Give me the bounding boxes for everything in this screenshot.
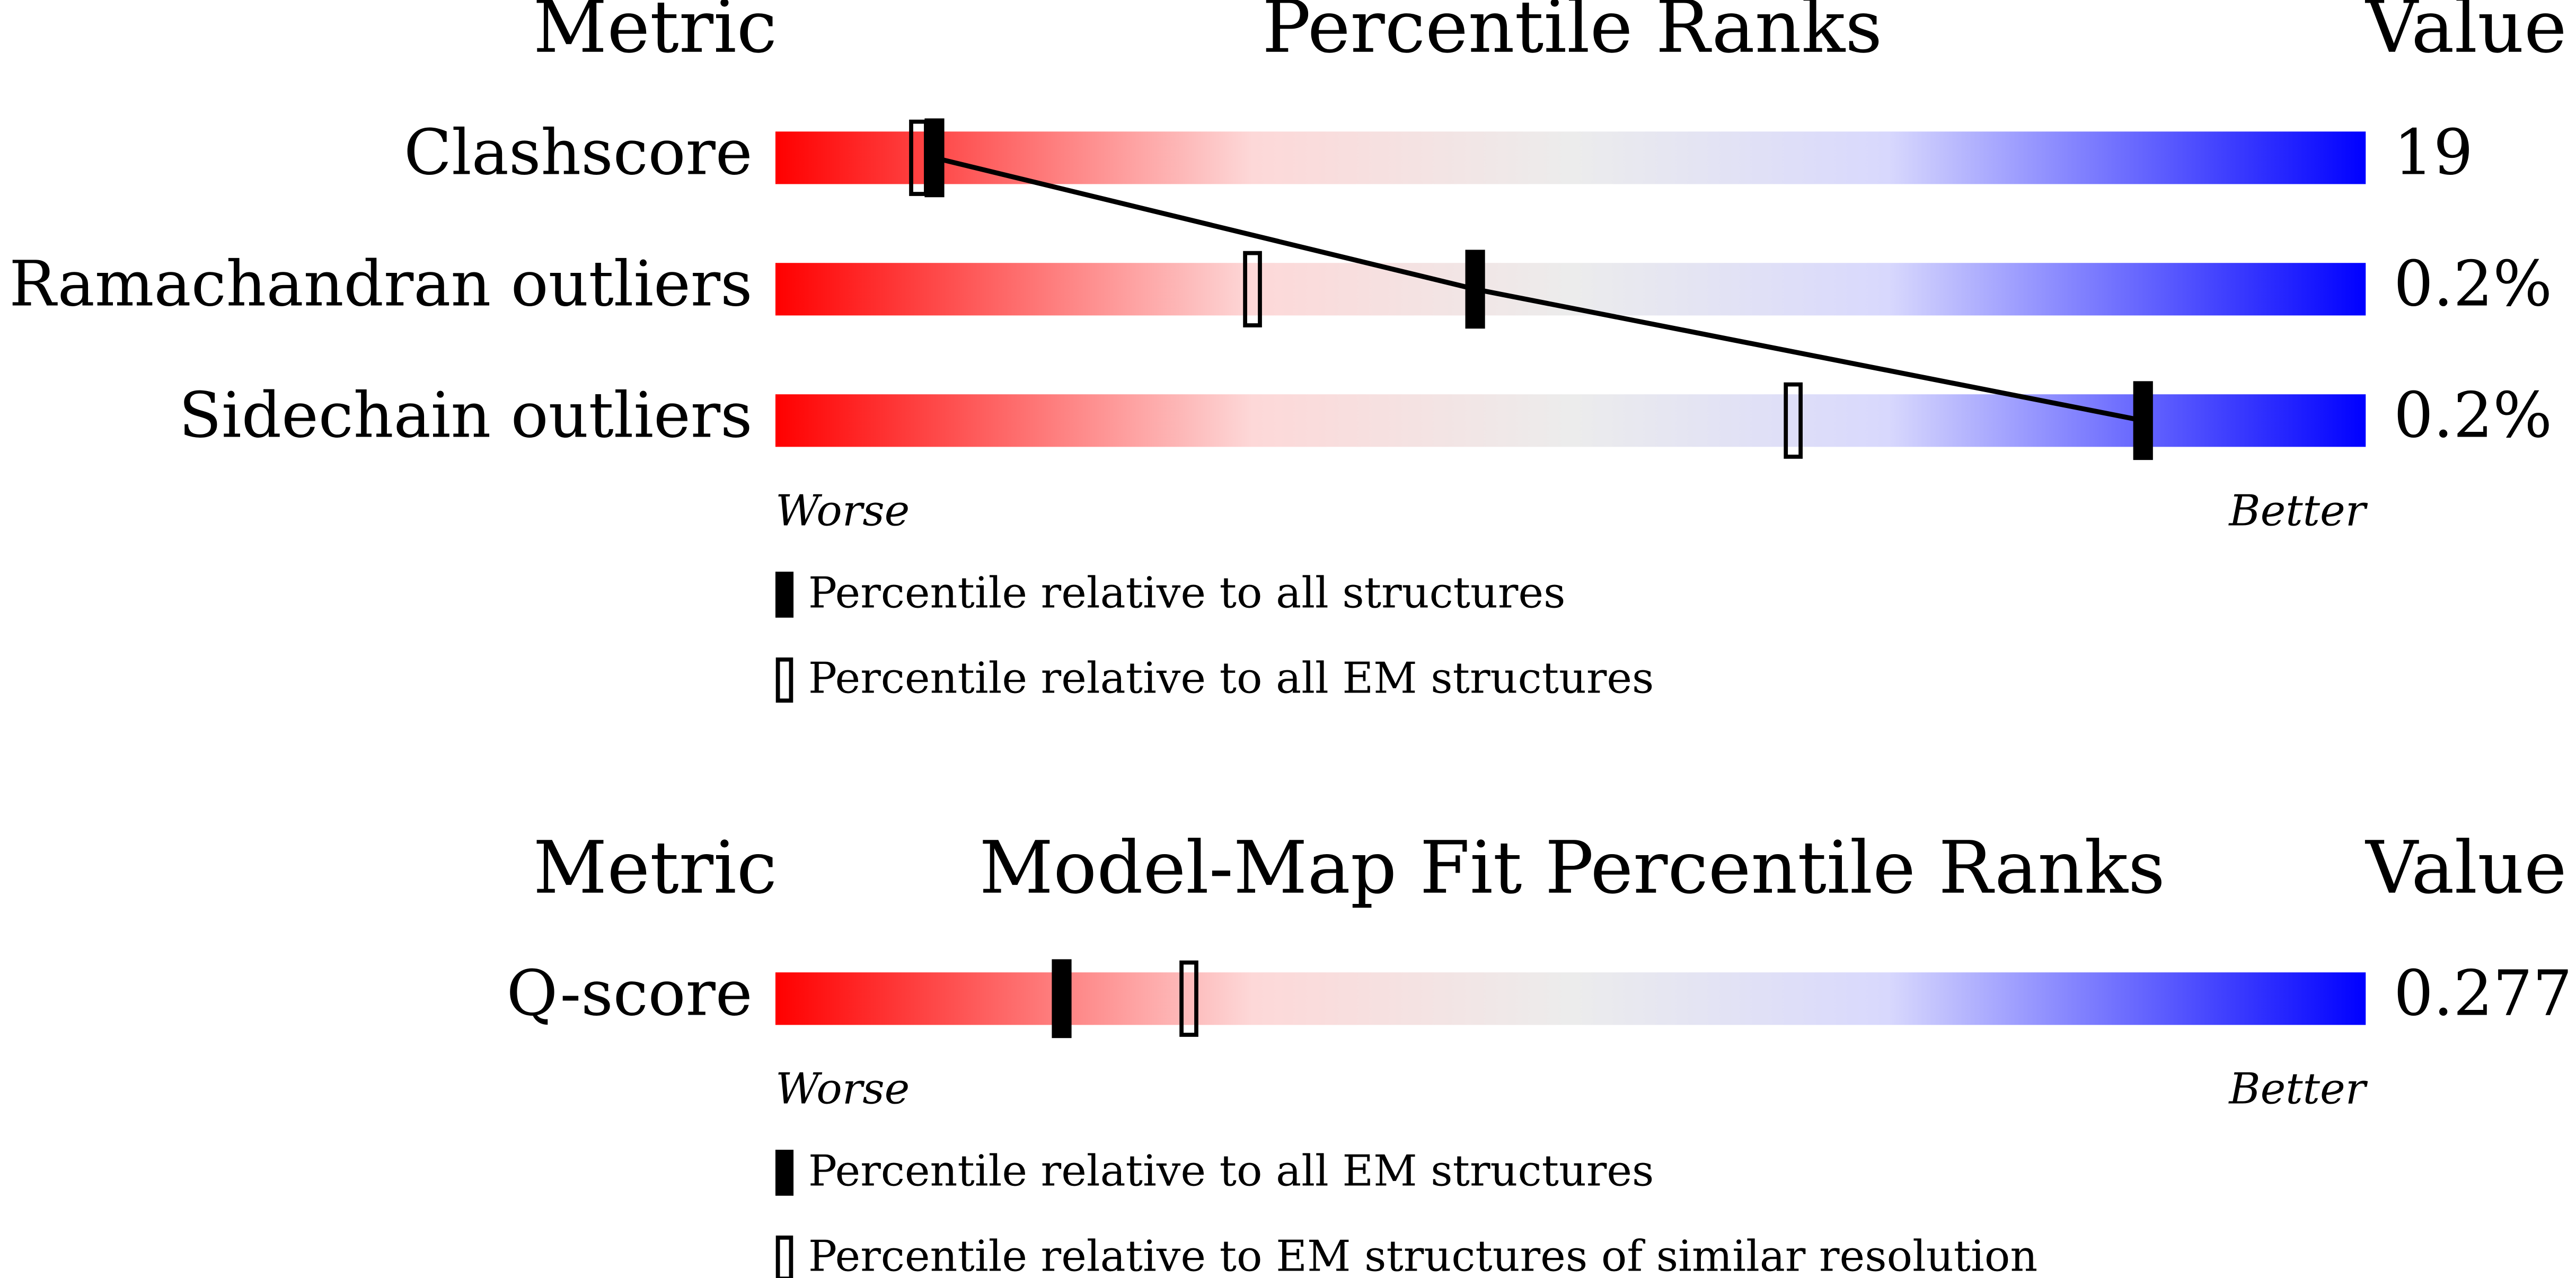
chart-title: Model-Map Fit Percentile Ranks <box>980 826 2165 910</box>
legend-swatch <box>775 657 793 703</box>
legend-swatch <box>775 571 794 618</box>
percentile-marker <box>1465 250 1485 329</box>
metric-label: Q-score <box>507 957 753 1030</box>
percentile-bar <box>775 131 2366 184</box>
legend-label: Percentile relative to all EM structures <box>808 1146 1654 1196</box>
value-header: Value <box>2365 826 2566 910</box>
percentile-marker-hollow <box>1243 251 1262 327</box>
legend-swatch <box>775 1235 793 1278</box>
percentile-marker-hollow <box>1784 382 1803 459</box>
better-label: Better <box>2228 1064 2368 1114</box>
metric-header: Metric <box>533 0 777 69</box>
percentile-marker-hollow <box>909 119 928 196</box>
worse-label: Worse <box>775 1064 910 1114</box>
metric-value: 0.2% <box>2394 247 2552 320</box>
metric-value: 0.2% <box>2394 379 2552 451</box>
percentile-bar <box>775 972 2366 1025</box>
metric-label: Ramachandran outliers <box>9 247 752 320</box>
chart-title: Percentile Ranks <box>1262 0 1882 69</box>
worse-label: Worse <box>775 486 910 536</box>
percentile-marker <box>2133 381 2153 460</box>
metric-value: 19 <box>2394 116 2473 189</box>
metric-label: Sidechain outliers <box>179 379 752 451</box>
legend-swatch <box>775 1149 794 1196</box>
percentile-marker <box>1052 959 1072 1039</box>
metric-label: Clashscore <box>404 116 753 189</box>
legend-label: Percentile relative to all EM structures <box>808 654 1654 704</box>
legend-label: Percentile relative to all structures <box>808 568 1566 618</box>
metric-header: Metric <box>533 826 777 910</box>
legend-label: Percentile relative to EM structures of … <box>808 1232 2037 1278</box>
metric-value: 0.277 <box>2394 957 2572 1030</box>
value-header: Value <box>2365 0 2566 69</box>
percentile-bar <box>775 394 2366 447</box>
better-label: Better <box>2228 486 2368 536</box>
percentile-marker-hollow <box>1179 960 1198 1037</box>
